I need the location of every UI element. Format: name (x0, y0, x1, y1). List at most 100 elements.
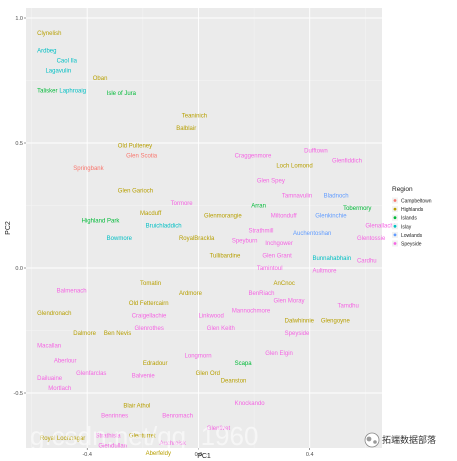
point-glengoyne: Glengoyne (321, 319, 351, 325)
point-bladnoch: Bladnoch (324, 194, 349, 200)
point-dalwhinnie: Dalwhinnie (285, 319, 315, 325)
x-tick-label: 0.0 (195, 452, 203, 458)
legend-label-lowlands: Lowlands (401, 233, 423, 239)
watermark: g.csdn.net/qq_1960 拓端数据部落 (30, 421, 436, 451)
point-benriach: BenRiach (249, 291, 275, 297)
point-macallan: Macallan (37, 344, 61, 350)
point-speyburn: Speyburn (232, 239, 258, 245)
point-tullibardine: Tullibardine (210, 254, 241, 260)
legend-swatch-islands (393, 216, 397, 220)
point-miltonduff: Miltonduff (271, 214, 297, 220)
point-ancnoc: AnCnoc (274, 281, 295, 287)
y-axis-title: PC2 (5, 221, 12, 235)
point-cardhu: Cardhu (357, 259, 377, 265)
point-caol-ila: Caol Ila (57, 59, 78, 65)
point-deanston: Deanston (221, 379, 247, 385)
point-aberlour: Aberlour (54, 359, 77, 365)
point-aberfeldy: Aberfeldy (146, 451, 171, 457)
point-edradour: Edradour (143, 361, 168, 367)
point-clynelish: Clynelish (37, 31, 61, 37)
legend-label-islands: Islands (401, 216, 417, 222)
point-ben-nevis: Ben Nevis (104, 331, 131, 337)
point-glen-scotia: Glen Scotia (126, 154, 158, 160)
point-glen-keith: Glen Keith (207, 326, 235, 332)
legend-swatch-islay (393, 224, 397, 228)
point-linkwood: Linkwood (198, 314, 223, 320)
point-dufftown: Dufftown (304, 149, 328, 155)
point-scapa: Scapa (235, 361, 253, 367)
point-tobermory: Tobermory (343, 206, 371, 212)
point-talisker: Talisker (37, 89, 57, 95)
point-glenrothes: Glenrothes (134, 326, 163, 332)
point-glenturret: Glenturret (129, 434, 156, 440)
point-balvenie: Balvenie (132, 374, 156, 380)
point-glendronach: Glendronach (37, 311, 71, 317)
legend-label-speyside: Speyside (401, 242, 422, 248)
point-bowmore: Bowmore (107, 236, 133, 242)
x-axis-ticks: -0.4 0.0 0.4 (82, 448, 314, 458)
point-glenfiddich: Glenfiddich (332, 159, 362, 165)
point-auchroisk: Auchroisk (160, 441, 187, 447)
point-glen-spey: Glen Spey (257, 179, 285, 185)
point-bunnahabhain: Bunnahabhain (312, 256, 351, 262)
point-balmenach: Balmenach (57, 289, 87, 295)
point-glenkinchie: Glenkinchie (315, 214, 347, 220)
point-ardmore: Ardmore (179, 291, 203, 297)
point-blair-athol: Blair Athol (123, 404, 150, 410)
legend-swatch-campbeltown (393, 199, 397, 202)
plot-panel (26, 8, 382, 448)
point-glen-elgin: Glen Elgin (265, 351, 293, 357)
point-aultmore: Aultmore (312, 269, 337, 275)
x-axis-title: PC1 (197, 453, 211, 460)
point-inchgower: Inchgower (265, 241, 293, 247)
point-mortlach: Mortlach (48, 386, 71, 392)
legend-swatch-highlands (393, 207, 397, 211)
point-teaninich: Teaninich (182, 114, 207, 120)
legend-swatch-speyside (393, 242, 397, 245)
y-tick-label: 0.0 (15, 266, 23, 272)
point-glenallachie: Glenallachie (365, 224, 399, 230)
legend-title: Region (392, 186, 413, 193)
point-glen-moray: Glen Moray (274, 299, 305, 305)
point-strathmill: Strathmill (249, 229, 274, 235)
y-tick-label: -0.5 (14, 391, 23, 397)
point-balblair: Balblair (176, 126, 196, 132)
point-springbank: Springbank (73, 166, 104, 172)
legend: Region Campbeltown Highlands Islands Islay L… (392, 186, 432, 248)
point-glenmorangie: Glenmorangie (204, 214, 242, 220)
x-tick-label: -0.4 (82, 452, 91, 458)
point-old-fettercairn: Old Fettercairn (129, 301, 169, 307)
grid-major (26, 8, 382, 448)
point-strathisla: Strathisla (96, 434, 122, 440)
point-longmorn: Longmorn (185, 354, 212, 360)
wechat-icon-bubble-small (373, 440, 377, 444)
point-lagavulin: Lagavulin (45, 69, 71, 75)
point-dailuaine: Dailuaine (37, 376, 63, 382)
point-loch-lomond: Loch Lomond (276, 164, 312, 170)
point-glendullan: Glendullan (98, 444, 127, 450)
grid-minor (26, 8, 382, 448)
point-speyside: Speyside (285, 331, 310, 337)
point-ardbeg: Ardbeg (37, 49, 56, 55)
wechat-icon-bubble (366, 436, 372, 442)
point-glen-garioch: Glen Garioch (118, 189, 153, 195)
watermark-url: g.csdn.net/qq_1960 (30, 421, 258, 451)
point-glenlivet: Glenlivet (207, 426, 231, 432)
legend-label-campbeltown: Campbeltown (401, 199, 432, 205)
point-craigellachie: Craigellachie (132, 314, 167, 320)
point-bruichladdich: Bruichladdich (146, 224, 182, 230)
point-mannochmore: Mannochmore (232, 309, 271, 315)
x-tick-label: 0.4 (306, 452, 314, 458)
point-highland-park: Highland Park (82, 219, 121, 225)
point-benromach: Benromach (162, 414, 193, 420)
point-tamdhu: Tamdhu (338, 304, 359, 310)
point-arran: Arran (251, 204, 266, 210)
point-knockando: Knockando (235, 401, 266, 407)
legend-swatch-lowlands (393, 233, 397, 237)
point-dalmore: Dalmore (73, 331, 96, 337)
point-oban: Oban (93, 76, 108, 82)
point-glen-grant: Glen Grant (262, 254, 292, 260)
legend-entries: Campbeltown Highlands Islands Islay Lowlands… (392, 197, 432, 248)
